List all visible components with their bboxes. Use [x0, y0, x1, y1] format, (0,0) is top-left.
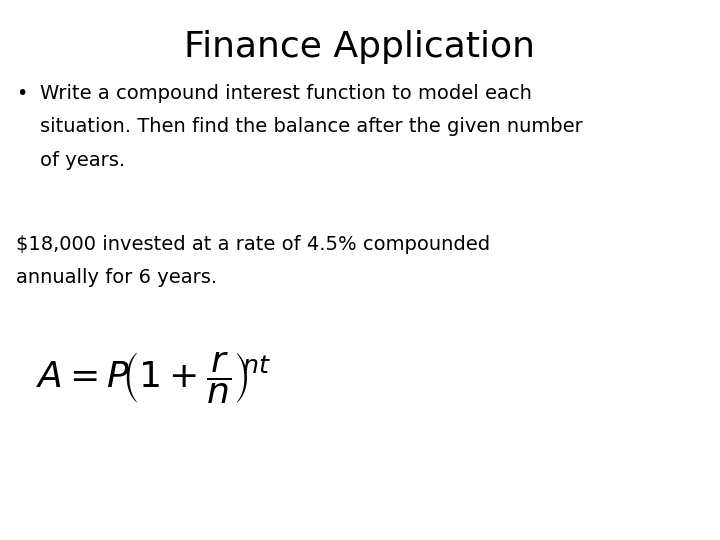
Text: annually for 6 years.: annually for 6 years.: [16, 268, 217, 287]
Text: $A = P\!\left(1+\dfrac{r}{n}\right)^{\!\!nt}$: $A = P\!\left(1+\dfrac{r}{n}\right)^{\!\…: [36, 351, 271, 406]
Text: Finance Application: Finance Application: [184, 30, 536, 64]
Text: •: •: [16, 84, 27, 103]
Text: of years.: of years.: [40, 151, 125, 170]
Text: $18,000 invested at a rate of 4.5% compounded: $18,000 invested at a rate of 4.5% compo…: [16, 235, 490, 254]
Text: Write a compound interest function to model each: Write a compound interest function to mo…: [40, 84, 531, 103]
Text: situation. Then find the balance after the given number: situation. Then find the balance after t…: [40, 117, 582, 136]
